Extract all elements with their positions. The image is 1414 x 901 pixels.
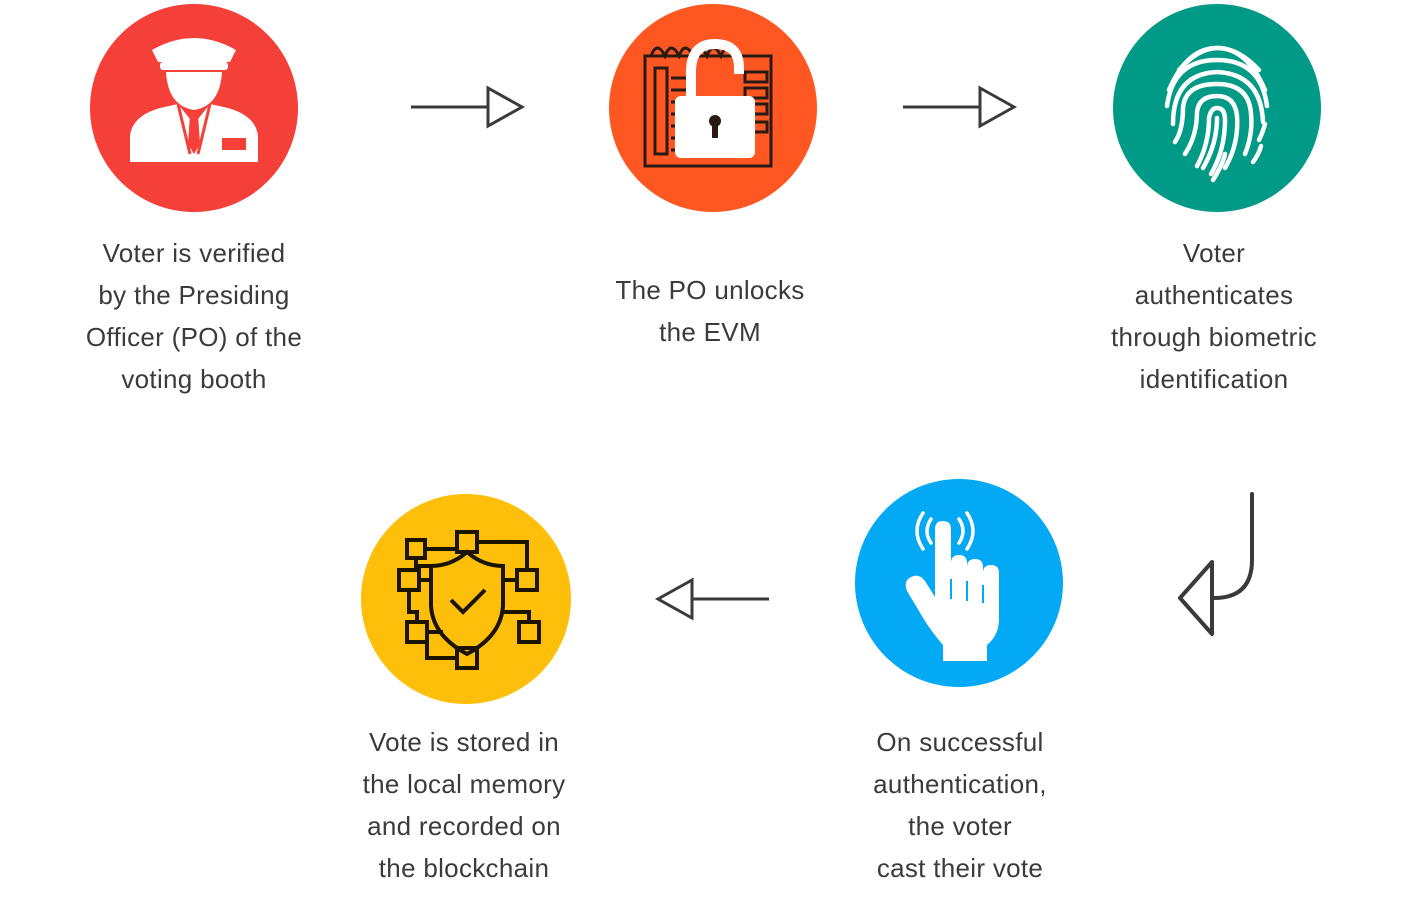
step-1-label: Voter is verified by the Presiding Offic… <box>85 238 303 394</box>
step-3-circle <box>1113 4 1321 212</box>
arrow-right-1 <box>411 85 526 129</box>
unlock-evm-icon <box>643 38 773 168</box>
step-4-label: On successful authentication, the voter … <box>873 727 1047 883</box>
step-1-circle <box>90 4 298 212</box>
blockchain-shield-icon <box>397 530 541 670</box>
officer-icon <box>130 38 258 162</box>
tap-finger-icon <box>905 511 999 661</box>
arrow-right-2 <box>903 85 1018 129</box>
step-2-label: The PO unlocks the EVM <box>615 275 805 347</box>
step-2-circle <box>609 4 817 212</box>
arrow-left <box>654 577 769 621</box>
fingerprint-icon <box>1164 45 1270 183</box>
step-3-label: Voter authenticates through biometric id… <box>1111 238 1317 394</box>
step-4-circle <box>855 479 1063 687</box>
arrow-curve-down-left <box>1178 492 1254 636</box>
step-5-circle <box>361 494 571 704</box>
step-5-label: Vote is stored in the local memory and r… <box>362 727 566 883</box>
